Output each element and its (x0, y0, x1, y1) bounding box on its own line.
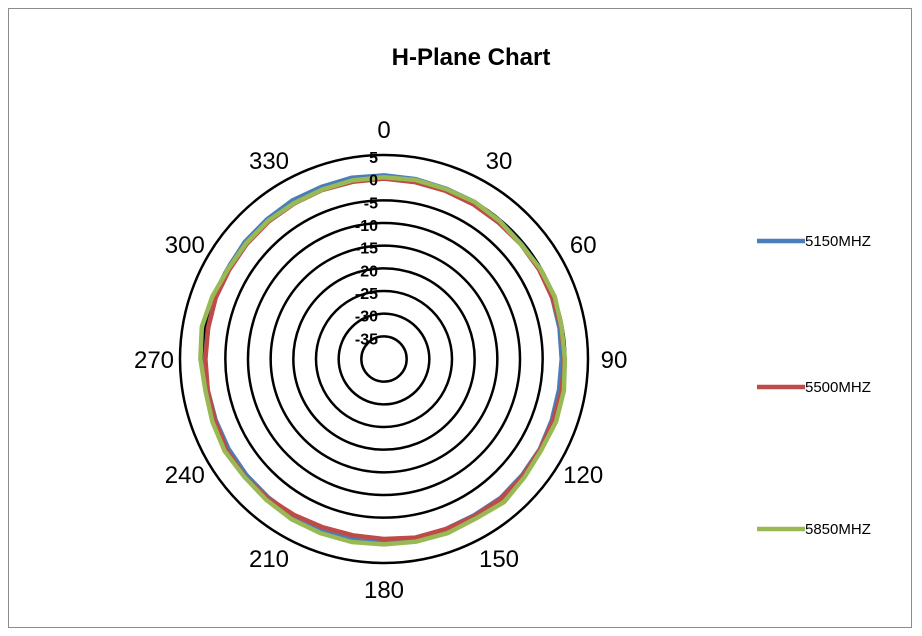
legend-label: 5850MHZ (805, 521, 871, 538)
angle-tick-label: 330 (249, 148, 289, 175)
angle-tick-label: 240 (165, 462, 205, 489)
grid-ring (178, 153, 590, 565)
angle-tick-label: 150 (479, 546, 519, 573)
grid (178, 153, 590, 565)
radial-tick-label: 5 (369, 150, 378, 167)
angle-tick-label: 0 (377, 117, 390, 144)
series-line-5850MHZ (198, 174, 568, 547)
angle-tick-label: 270 (134, 347, 174, 374)
radial-tick-label: -5 (364, 195, 378, 212)
grid-ring (360, 335, 408, 383)
grid-ring (314, 289, 454, 429)
radial-tick-label: -35 (355, 331, 378, 348)
angle-tick-label: 210 (249, 546, 289, 573)
angle-tick-label: 60 (570, 232, 597, 259)
radial-tick-label: -30 (355, 309, 378, 326)
radial-tick-label: -25 (355, 286, 378, 303)
grid-ring (246, 221, 522, 497)
grid-ring (337, 312, 431, 406)
chart-area: H-Plane Chart 5 0 -5 -10 -15 -20 -25 -30 -35 0 30… (8, 8, 912, 628)
chart-title: H-Plane Chart (392, 44, 551, 71)
plot-series (198, 173, 568, 547)
angle-tick-label: 180 (364, 577, 404, 604)
angle-tick-label: 30 (486, 148, 513, 175)
angle-tick-label: 300 (165, 232, 205, 259)
radial-axis-labels: 5 0 -5 -10 -15 -20 -25 -30 -35 (355, 150, 378, 348)
radial-tick-label: -15 (355, 241, 378, 258)
angle-tick-label: 120 (563, 462, 603, 489)
polar-chart: H-Plane Chart 5 0 -5 -10 -15 -20 -25 -30 -35 0 30… (134, 44, 871, 604)
radial-tick-label: 0 (369, 173, 378, 190)
radial-tick-label: -10 (355, 218, 378, 235)
grid-ring (224, 199, 544, 519)
legend-label: 5150MHZ (805, 233, 871, 250)
grid-ring (269, 244, 499, 474)
legend: 5150MHZ 5500MHZ 5850MHZ (757, 233, 871, 538)
legend-label: 5500MHZ (805, 379, 871, 396)
radial-tick-label: -20 (355, 263, 378, 280)
angle-tick-label: 90 (601, 347, 628, 374)
grid-ring (292, 267, 476, 451)
angle-axis-labels: 0 30 60 90 120 150 180 210 240 270 300 330 (134, 117, 627, 604)
